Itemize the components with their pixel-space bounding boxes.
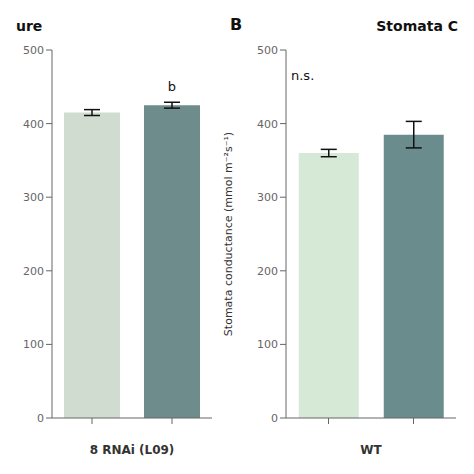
svg-text:200: 200 [23, 265, 44, 278]
html-text:B: B [230, 15, 243, 34]
svg-text:100: 100 [23, 338, 44, 351]
svg-text:400: 400 [23, 118, 44, 131]
svg-text:n.s.: n.s. [291, 68, 314, 83]
svg-text:WT: WT [360, 443, 382, 457]
svg-text:300: 300 [23, 191, 44, 204]
html-text:Stomata C: Stomata C [376, 18, 458, 34]
svg-text:Stomata conductance (mmol m⁻²s: Stomata conductance (mmol m⁻²s⁻¹) [222, 132, 235, 336]
svg-text:b: b [168, 79, 176, 94]
svg-text:8 RNAi (L09): 8 RNAi (L09) [90, 443, 175, 457]
svg-text:100: 100 [257, 338, 278, 351]
svg-text:300: 300 [257, 191, 278, 204]
svg-text:500: 500 [23, 44, 44, 57]
svg-text:400: 400 [257, 118, 278, 131]
svg-text:0: 0 [37, 412, 44, 425]
svg-text:200: 200 [257, 265, 278, 278]
svg-text:0: 0 [271, 412, 278, 425]
html-text:ure: ure [16, 18, 43, 34]
svg-text:500: 500 [257, 44, 278, 57]
